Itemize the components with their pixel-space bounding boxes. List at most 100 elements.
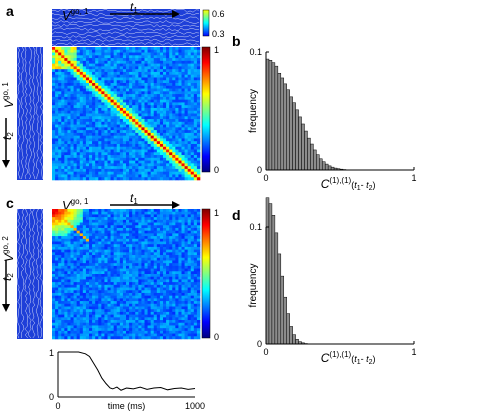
- heatmap-c-cell: [181, 328, 185, 332]
- heatmap-a-cell: [172, 171, 176, 175]
- heatmap-c-cell: [95, 320, 99, 324]
- heatmap-c-cell: [196, 233, 201, 237]
- heatmap-c-cell: [85, 230, 90, 234]
- heatmap-a-cell: [169, 177, 173, 181]
- heatmap-a-cell: [187, 49, 192, 53]
- heatmap-c-cell: [138, 260, 142, 264]
- heatmap-c-cell: [187, 260, 192, 264]
- heatmap-c-cell: [76, 298, 81, 302]
- heatmap-c-cell: [89, 265, 93, 269]
- heatmap-c-cell: [175, 290, 179, 294]
- heatmap-c-cell: [61, 276, 65, 280]
- heatmap-c-cell: [132, 227, 136, 231]
- heatmap-a-cell: [79, 141, 84, 145]
- heatmap-a-cell: [159, 171, 164, 175]
- heatmap-c-cell: [122, 233, 127, 237]
- heatmap-a-cell: [132, 177, 136, 181]
- heatmap-c-cell: [79, 241, 84, 245]
- heatmap-c-cell: [138, 263, 142, 267]
- heatmap-c-cell: [70, 317, 74, 321]
- heatmap-a-cell: [163, 152, 167, 156]
- heatmap-a-cell: [110, 49, 114, 53]
- heatmap-a-cell: [163, 102, 167, 106]
- heatmap-a-cell: [58, 55, 62, 59]
- heatmap-c-cell: [187, 290, 192, 294]
- heatmap-c-cell: [113, 255, 118, 259]
- x-tick-label: 1: [411, 173, 416, 183]
- heatmap-c-cell: [172, 230, 176, 234]
- strip-trace: [51, 23, 200, 28]
- heatmap-a-cell: [172, 60, 176, 64]
- heatmap-a-cell: [76, 83, 81, 87]
- heatmap-a-cell: [76, 143, 81, 148]
- heatmap-c-cell: [79, 225, 84, 229]
- heatmap-a-cell: [122, 166, 127, 170]
- heatmap-a-cell: [175, 113, 179, 117]
- heatmap-c-cell: [141, 209, 145, 213]
- heatmap-c-cell: [141, 306, 145, 310]
- heatmap-c-cell: [190, 260, 195, 264]
- heatmap-a-cell: [166, 168, 170, 172]
- heatmap-c-cell: [159, 227, 164, 231]
- heatmap-c-cell: [144, 265, 148, 269]
- heatmap-a-cell: [58, 138, 62, 142]
- heatmap-c-cell: [104, 314, 108, 318]
- heatmap-c-cell: [82, 292, 87, 296]
- heatmap-a-cell: [147, 116, 151, 120]
- heatmap-c-cell: [184, 320, 188, 324]
- heatmap-a-cell: [89, 138, 93, 142]
- heatmap-c-cell: [58, 255, 62, 259]
- heatmap-c-cell: [135, 322, 139, 326]
- heatmap-c-cell: [163, 236, 167, 240]
- heatmap-c-cell: [150, 257, 155, 261]
- heatmap-a-cell: [116, 171, 121, 175]
- heatmap-c-cell: [159, 211, 164, 215]
- heatmap-c-cell: [119, 276, 124, 280]
- heatmap-c-cell: [82, 317, 87, 321]
- heatmap-c-cell: [166, 314, 170, 318]
- heatmap-c-cell: [138, 219, 142, 223]
- histogram-bar: [298, 116, 302, 171]
- heatmap-c-cell: [67, 268, 71, 272]
- timecourse-line: [58, 351, 196, 391]
- heatmap-c-cell: [144, 284, 148, 288]
- heatmap-a-cell: [135, 85, 139, 89]
- heatmap-a-cell: [163, 94, 167, 98]
- heatmap-c-cell: [184, 325, 188, 329]
- heatmap-c-cell: [132, 238, 136, 242]
- heatmap-a-cell: [122, 141, 127, 145]
- heatmap-c-cell: [129, 301, 133, 305]
- heatmap-c-cell: [135, 276, 139, 280]
- heatmap-a-cell: [132, 171, 136, 175]
- heatmap-a-cell: [141, 130, 145, 134]
- heatmap-c-cell: [159, 271, 164, 275]
- heatmap-c-cell: [61, 260, 65, 264]
- heatmap-c-cell: [107, 284, 111, 288]
- heatmap-a-cell: [98, 155, 102, 159]
- heatmap-c-cell: [178, 225, 182, 229]
- heatmap-a-cell: [135, 83, 139, 87]
- heatmap-c-cell: [113, 225, 118, 229]
- heatmap-c-cell: [58, 317, 62, 321]
- heatmap-c-cell: [95, 211, 99, 215]
- heatmap-a-cell: [116, 116, 121, 120]
- heatmap-a-cell: [141, 71, 145, 76]
- heatmap-c-cell: [61, 233, 65, 237]
- heatmap-a-cell: [150, 168, 155, 172]
- heatmap-a-cell: [147, 127, 151, 131]
- heatmap-c-cell: [58, 257, 62, 261]
- heatmap-a-cell: [55, 80, 59, 84]
- heatmap-a-cell: [178, 55, 182, 59]
- heatmap-a-cell: [175, 163, 179, 167]
- heatmap-a-cell: [126, 116, 130, 120]
- heatmap-c-cell: [126, 298, 130, 302]
- colorbar-c: [201, 208, 211, 339]
- heatmap-a-cell: [175, 49, 179, 53]
- heatmap-c-cell: [129, 325, 133, 329]
- heatmap-a-cell: [193, 83, 198, 87]
- heatmap-a-cell: [166, 138, 170, 142]
- heatmap-c-cell: [70, 222, 74, 226]
- heatmap-c-cell: [178, 219, 182, 223]
- heatmap-a-cell: [113, 77, 118, 81]
- heatmap-c-cell: [70, 252, 74, 256]
